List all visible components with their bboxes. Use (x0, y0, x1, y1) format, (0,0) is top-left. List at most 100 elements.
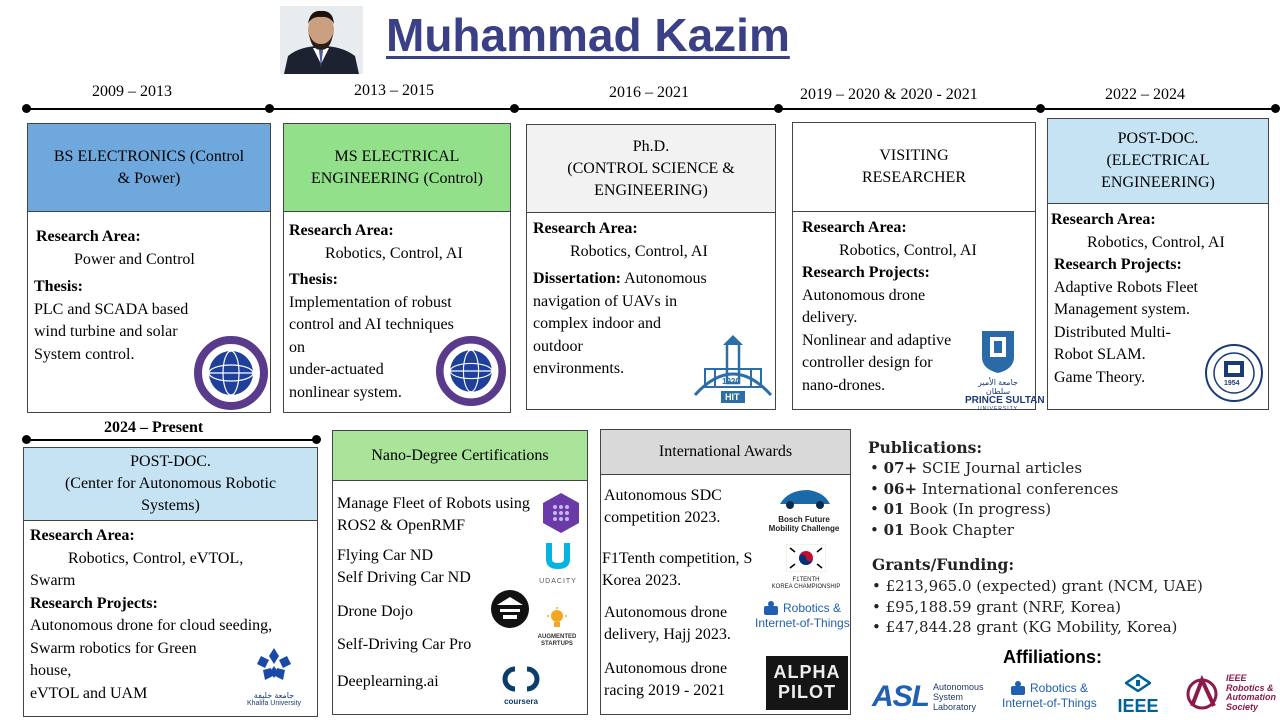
dissertation-label: Dissertation: (533, 270, 621, 287)
research-area: Robotics, Control, AI (839, 241, 977, 259)
projects-label: Research Projects: (802, 264, 930, 281)
timeline-label: 2019 – 2020 & 2020 - 2021 (800, 86, 978, 103)
degree-card-postdoc-cars: POST-DOC. (Center for Autonomous Robotic S… (23, 447, 318, 717)
project-line: Nonlinear and adaptive (802, 331, 952, 349)
thesis-line: Implementation of robust (289, 293, 452, 311)
degree-card-bs: BS ELECTRONICS (Control & Power) Research… (27, 123, 271, 413)
research-area-label: Research Area: (802, 219, 907, 236)
thesis-label: Thesis: (289, 271, 338, 288)
affiliations-title: Affiliations: (1003, 647, 1102, 667)
thesis-line: environments. (533, 360, 625, 377)
thesis-line: complex indoor and (533, 315, 661, 332)
projects-label: Research Projects: (1054, 256, 1182, 273)
publication-item: • 07+ SCIE Journal articles (870, 459, 1083, 477)
hit-logo: 1920 HIT (691, 335, 775, 407)
timeline-dot (1036, 104, 1045, 113)
award-item: competition 2023. (604, 509, 721, 526)
timeline-dot (312, 435, 321, 444)
project-line: Management system. (1054, 301, 1190, 318)
project-line: delivery. (802, 309, 858, 326)
project-line: Adaptive Robots Fleet (1054, 278, 1198, 296)
publication-item: • 06+ International conferences (870, 479, 1119, 498)
research-area-label: Research Area: (1051, 211, 1156, 228)
publication-item: • 01 Book Chapter (870, 521, 1014, 540)
timeline-label: 2016 – 2021 (609, 84, 689, 101)
grants-title: Grants/Funding: (872, 555, 1015, 574)
research-area: Robotics, Control, AI (325, 244, 463, 262)
degree-card-phd: Ph.D. (CONTROL SCIENCE & ENGINEERING) Rese… (526, 124, 776, 410)
grant-item: • £47,844.28 grant (KG Mobility, Korea) (872, 618, 1178, 637)
alpha-pilot-logo: ALPHA PILOT (766, 656, 848, 710)
thesis-line: System control. (34, 345, 135, 363)
research-area: Robotics, Control, AI (1087, 233, 1225, 251)
award-item: Autonomous drone (604, 660, 728, 677)
timeline-dot (1271, 104, 1280, 113)
inha-logo: 1954 (1204, 343, 1264, 408)
thesis-line: on (289, 338, 305, 356)
comsats-logo (436, 336, 506, 411)
robotics-iot-logo: Robotics & Internet-of-Things (755, 601, 850, 630)
cert-item: Self-Driving Car Pro (337, 636, 472, 653)
cert-item: Manage Fleet of Robots using (337, 495, 530, 512)
award-item: Autonomous drone (604, 604, 728, 621)
timeline-label: 2009 – 2013 (92, 83, 172, 100)
research-area-label: Research Area: (36, 228, 141, 245)
publication-item: • 01 Book (In progress) (870, 500, 1052, 519)
cert-item: ROS2 & OpenRMF (337, 517, 466, 534)
research-area: Robotics, Control, AI (570, 242, 708, 260)
timeline-dot (510, 104, 519, 113)
thesis-line: nonlinear system. (289, 383, 402, 401)
cert-item: Drone Dojo (337, 603, 413, 620)
thesis-line: under-actuated (289, 361, 384, 378)
degree-title: BS ELECTRONICS (Control & Power) (28, 124, 270, 212)
psu-logo: جامعة الأمير سلطان PRINCE SULTAN UNIVERS… (965, 329, 1045, 412)
award-item: Korea 2023. (602, 572, 682, 589)
award-item: Autonomous SDC (604, 487, 722, 504)
degree-title: VISITING RESEARCHER (793, 123, 1035, 212)
thesis-line: wind turbine and solar (34, 323, 178, 340)
grant-item: • £95,188.59 grant (NRF, Korea) (872, 597, 1122, 616)
bosch-logo: Bosch Future Mobility Challenge (757, 484, 851, 533)
coursera-logo: coursera (493, 665, 549, 706)
asl-logo: ASL Autonomous System Laboratory (872, 680, 984, 713)
award-item: racing 2019 - 2021 (604, 682, 726, 699)
degree-card-postdoc-ee: POST-DOC. (ELECTRICAL ENGINEERING) Researc… (1047, 118, 1269, 410)
augmented-startups-logo: AUGMENTED STARTUPS (529, 607, 585, 648)
degree-title: Ph.D. (CONTROL SCIENCE & ENGINEERING) (527, 125, 775, 213)
timeline-dot (774, 104, 783, 113)
f1tenth-korea-logo: F1TENTH KOREA CHAMPIONSHIP (761, 543, 851, 591)
project-line: Game Theory. (1054, 368, 1146, 386)
thesis-line: outdoor (533, 337, 583, 355)
project-line: eVTOL and UAM (30, 684, 148, 702)
thesis-label: Thesis: (34, 278, 83, 295)
thesis-line: navigation of UAVs in (533, 292, 678, 310)
degree-title: POST-DOC. (ELECTRICAL ENGINEERING) (1048, 119, 1268, 204)
grants-list: • £213,965.0 (expected) grant (NCM, UAE)… (872, 576, 1203, 638)
udacity-logo: UDACITY (533, 541, 583, 585)
profile-photo (280, 6, 363, 74)
timeline-label: 2022 – 2024 (1105, 86, 1185, 103)
grant-item: • £213,965.0 (expected) grant (NCM, UAE) (872, 577, 1203, 595)
research-area: Robotics, Control, eVTOL, (68, 549, 244, 567)
ieee-logo: IEEE (1110, 673, 1166, 715)
degree-title: MS ELECTRICAL ENGINEERING (Control) (284, 124, 510, 212)
research-area-label: Research Area: (533, 220, 638, 237)
projects-label: Research Projects: (30, 594, 158, 612)
research-area-label: Research Area: (30, 527, 135, 544)
project-line: Robot SLAM. (1054, 346, 1146, 363)
nano-degree-card: Nano-Degree Certifications Manage Fleet … (332, 430, 588, 715)
timeline-label: 2024 – Present (104, 419, 204, 436)
research-area-label: Research Area: (289, 222, 394, 239)
comsats-logo (194, 336, 268, 415)
project-line: Swarm robotics for Green (30, 639, 197, 657)
thesis-line: PLC and SCADA based (34, 300, 189, 318)
project-line: Autonomous drone for cloud seeding, (30, 617, 273, 634)
degree-title: POST-DOC. (Center for Autonomous Robotic S… (24, 448, 317, 521)
publications-title: Publications: (868, 438, 983, 457)
timeline-dot (22, 104, 31, 113)
awards-card: International Awards Autonomous SDC comp… (600, 429, 851, 715)
timeline-label: 2013 – 2015 (354, 82, 434, 99)
drone-dojo-logo (489, 589, 531, 634)
project-line: Distributed Multi- (1054, 323, 1171, 341)
research-area: Swarm (30, 572, 76, 589)
